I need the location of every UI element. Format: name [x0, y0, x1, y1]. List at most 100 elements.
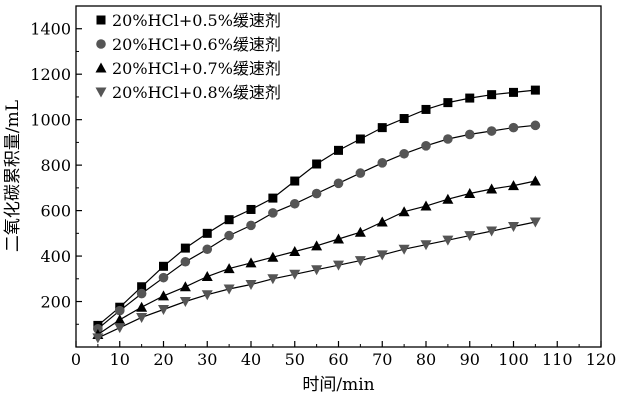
data-point: [420, 200, 432, 211]
data-point: [529, 175, 541, 186]
data-point: [180, 243, 190, 253]
data-point: [311, 188, 322, 199]
data-point: [311, 265, 323, 276]
data-point: [443, 134, 453, 144]
data-point: [442, 193, 454, 204]
data-point: [289, 269, 301, 280]
legend-marker: [96, 15, 106, 25]
data-point: [508, 122, 519, 133]
data-point: [137, 282, 147, 292]
y-axis: 200 400 600 800 1000 1200 1400: [30, 20, 82, 325]
legend-entry: 20%HCl+0.5%缓速剂: [112, 11, 281, 30]
data-point: [487, 90, 497, 100]
data-point: [246, 204, 256, 214]
data-point: [223, 284, 235, 295]
x-tick-label: 0: [71, 350, 81, 369]
data-point: [202, 244, 213, 255]
data-point: [530, 85, 540, 95]
data-point: [223, 263, 235, 274]
data-point: [420, 240, 432, 251]
data-point: [158, 272, 169, 283]
series-1: [93, 85, 540, 330]
legend-marker: [96, 39, 106, 49]
data-point: [136, 301, 148, 312]
legend: 20%HCl+0.5%缓速剂 20%HCl+0.6%缓速剂 20%HCl+0.7%缓…: [95, 11, 281, 102]
data-point: [530, 120, 541, 131]
legend-entry: 20%HCl+0.6%缓速剂: [112, 35, 281, 54]
data-point: [159, 261, 168, 271]
data-point: [224, 215, 234, 225]
legend-marker: [95, 62, 107, 73]
y-tick-label: 800: [40, 156, 71, 175]
data-point: [508, 180, 519, 191]
x-tick-label: 70: [372, 350, 392, 369]
data-point: [509, 87, 518, 97]
data-point: [201, 290, 213, 301]
data-point: [464, 129, 475, 140]
data-point: [290, 176, 300, 186]
y-tick-label: 1200: [30, 65, 71, 84]
data-point: [289, 246, 301, 257]
y-tick-label: 400: [40, 247, 71, 266]
data-point: [179, 297, 191, 308]
y-axis-title: 二氧化碳累积量/mL: [3, 100, 23, 252]
data-point: [376, 250, 388, 261]
data-point: [486, 126, 497, 136]
data-point: [377, 158, 388, 168]
data-point: [377, 123, 387, 133]
x-tick-label: 100: [498, 350, 529, 369]
data-point: [268, 193, 278, 203]
data-point: [312, 159, 322, 169]
x-tick-label: 90: [460, 350, 480, 369]
series-line: [97, 89, 536, 326]
data-point: [136, 312, 148, 323]
legend-marker: [95, 87, 107, 98]
data-point: [267, 251, 279, 262]
data-point: [180, 256, 191, 267]
legend-entry: 20%HCl+0.8%缓速剂: [112, 83, 281, 102]
data-point: [421, 104, 431, 114]
data-point: [465, 93, 475, 103]
x-tick-label: 80: [416, 350, 436, 369]
data-point: [421, 141, 431, 151]
data-point: [376, 216, 388, 227]
data-point: [334, 145, 343, 155]
data-point: [399, 148, 409, 159]
data-point: [267, 274, 279, 285]
y-tick-label: 200: [40, 293, 71, 312]
data-point: [114, 323, 126, 334]
data-point: [93, 324, 103, 334]
x-tick-label: 50: [285, 350, 305, 369]
data-point: [508, 222, 519, 233]
data-point: [114, 305, 125, 316]
data-point: [158, 290, 169, 301]
series-2: [93, 120, 541, 334]
series-layer: [92, 85, 541, 344]
data-point: [355, 168, 366, 178]
series-4: [92, 217, 541, 344]
data-point: [179, 281, 191, 292]
y-tick-label: 600: [40, 202, 71, 221]
data-point: [398, 244, 410, 255]
data-point: [245, 279, 257, 290]
data-point: [529, 217, 541, 228]
data-point: [202, 228, 212, 238]
data-point: [289, 198, 300, 209]
data-point: [442, 235, 454, 246]
x-tick-label: 40: [241, 350, 261, 369]
data-point: [224, 230, 234, 241]
plot-frame: [75, 5, 602, 348]
data-point: [136, 288, 147, 299]
data-point: [201, 271, 213, 282]
data-point: [486, 183, 498, 194]
data-point: [443, 98, 453, 108]
data-point: [245, 257, 257, 268]
data-point: [333, 233, 344, 244]
data-point: [355, 134, 365, 144]
x-tick-label: 60: [328, 350, 348, 369]
x-tick-label: 120: [586, 350, 617, 369]
legend-entry: 20%HCl+0.7%缓速剂: [112, 59, 281, 78]
y-tick-label: 1400: [30, 20, 71, 39]
data-point: [354, 226, 366, 237]
data-point: [399, 114, 409, 124]
